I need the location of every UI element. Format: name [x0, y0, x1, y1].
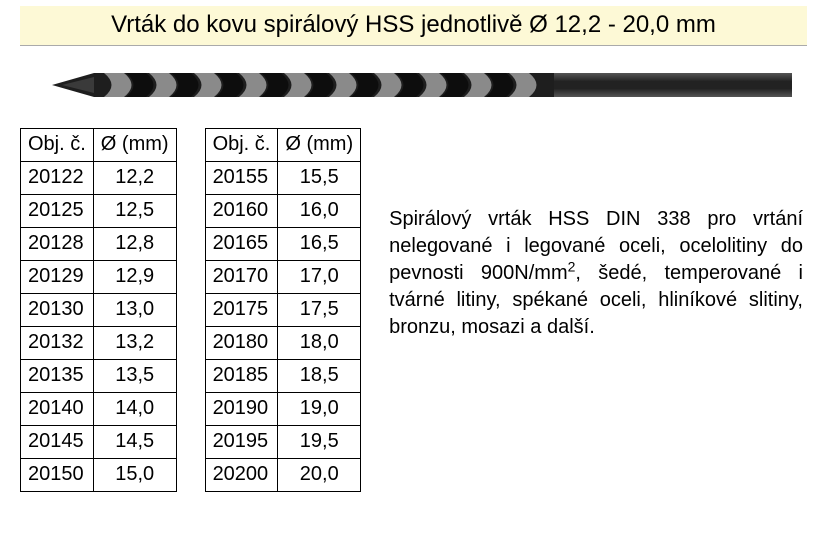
cell-diameter: 18,5 — [278, 360, 361, 393]
cell-code: 20200 — [205, 459, 278, 492]
cell-diameter: 19,5 — [278, 426, 361, 459]
col-header-diameter: Ø (mm) — [278, 129, 361, 162]
table-row: 2013513,5 — [21, 360, 177, 393]
table-row: 2016516,5 — [205, 228, 361, 261]
table-row: 2015015,0 — [21, 459, 177, 492]
cell-diameter: 18,0 — [278, 327, 361, 360]
col-header-diameter: Ø (mm) — [93, 129, 176, 162]
table-row: 2019519,5 — [205, 426, 361, 459]
spec-table-1-body: 2012212,22012512,52012812,82012912,92013… — [21, 162, 177, 492]
table-row: 2013213,2 — [21, 327, 177, 360]
spec-table-2: Obj. č. Ø (mm) 2015515,52016016,02016516… — [205, 128, 362, 492]
cell-code: 20170 — [205, 261, 278, 294]
cell-diameter: 14,5 — [93, 426, 176, 459]
table-row: 2018518,5 — [205, 360, 361, 393]
cell-diameter: 12,8 — [93, 228, 176, 261]
cell-code: 20195 — [205, 426, 278, 459]
cell-code: 20125 — [21, 195, 94, 228]
cell-code: 20140 — [21, 393, 94, 426]
cell-diameter: 16,5 — [278, 228, 361, 261]
cell-diameter: 12,5 — [93, 195, 176, 228]
cell-code: 20150 — [21, 459, 94, 492]
cell-code: 20185 — [205, 360, 278, 393]
table-row: 2012512,5 — [21, 195, 177, 228]
table-row: 2012812,8 — [21, 228, 177, 261]
cell-diameter: 13,2 — [93, 327, 176, 360]
table-row: 2019019,0 — [205, 393, 361, 426]
cell-code: 20180 — [205, 327, 278, 360]
cell-diameter: 17,0 — [278, 261, 361, 294]
spec-table-2-body: 2015515,52016016,02016516,52017017,02017… — [205, 162, 361, 492]
table-row: 2012912,9 — [21, 261, 177, 294]
cell-diameter: 13,0 — [93, 294, 176, 327]
cell-code: 20128 — [21, 228, 94, 261]
cell-code: 20190 — [205, 393, 278, 426]
cell-code: 20122 — [21, 162, 94, 195]
content-row: Obj. č. Ø (mm) 2012212,22012512,52012812… — [20, 128, 807, 492]
table-row: 2015515,5 — [205, 162, 361, 195]
table-row: 2020020,0 — [205, 459, 361, 492]
cell-code: 20132 — [21, 327, 94, 360]
table-row: 2013013,0 — [21, 294, 177, 327]
cell-code: 20175 — [205, 294, 278, 327]
spec-table-1: Obj. č. Ø (mm) 2012212,22012512,52012812… — [20, 128, 177, 492]
table-row: 2014514,5 — [21, 426, 177, 459]
page-title-bar: Vrták do kovu spirálový HSS jednotlivě Ø… — [20, 6, 807, 46]
cell-code: 20129 — [21, 261, 94, 294]
table-row: 2016016,0 — [205, 195, 361, 228]
cell-diameter: 12,2 — [93, 162, 176, 195]
cell-code: 20145 — [21, 426, 94, 459]
table-row: 2017517,5 — [205, 294, 361, 327]
cell-diameter: 17,5 — [278, 294, 361, 327]
col-header-code: Obj. č. — [21, 129, 94, 162]
cell-code: 20155 — [205, 162, 278, 195]
cell-diameter: 14,0 — [93, 393, 176, 426]
cell-diameter: 20,0 — [278, 459, 361, 492]
table-row: 2014014,0 — [21, 393, 177, 426]
cell-diameter: 19,0 — [278, 393, 361, 426]
cell-diameter: 13,5 — [93, 360, 176, 393]
col-header-code: Obj. č. — [205, 129, 278, 162]
cell-code: 20160 — [205, 195, 278, 228]
cell-diameter: 15,5 — [278, 162, 361, 195]
table-row: 2017017,0 — [205, 261, 361, 294]
drill-illustration-wrap — [20, 46, 807, 124]
drill-illustration — [34, 64, 794, 106]
cell-code: 20165 — [205, 228, 278, 261]
description-text: Spirálový vrták HSS DIN 338 pro vrtání n… — [389, 128, 807, 341]
table-row: 2018018,0 — [205, 327, 361, 360]
cell-code: 20135 — [21, 360, 94, 393]
cell-diameter: 16,0 — [278, 195, 361, 228]
cell-diameter: 15,0 — [93, 459, 176, 492]
cell-code: 20130 — [21, 294, 94, 327]
table-row: 2012212,2 — [21, 162, 177, 195]
cell-diameter: 12,9 — [93, 261, 176, 294]
